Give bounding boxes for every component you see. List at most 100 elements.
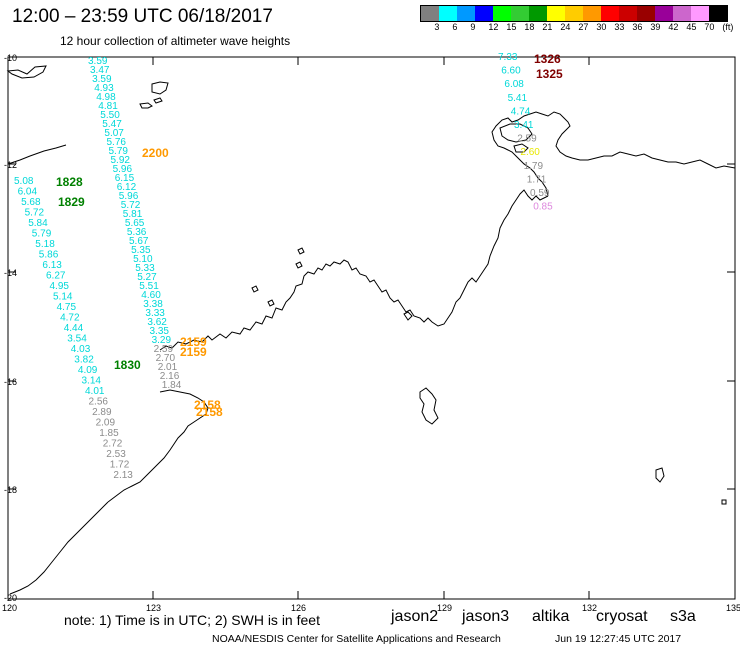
wave-height-value: 5.92	[111, 155, 131, 166]
wave-height-value: 5.96	[119, 191, 139, 202]
wave-height-value: 1.79	[524, 161, 544, 172]
wave-height-value: 5.27	[137, 272, 157, 283]
lon-label: 129	[437, 603, 452, 613]
wave-height-value: 6.27	[46, 271, 66, 282]
time-label: 1828	[56, 175, 83, 189]
wave-height-value: 5.47	[102, 119, 122, 130]
lon-label: 132	[582, 603, 597, 613]
wave-height-value: 2.13	[113, 470, 133, 481]
time-label: 1830	[114, 358, 141, 372]
lat-label: -14	[4, 268, 17, 278]
wave-height-value: 5.35	[131, 245, 151, 256]
color-scale-swatch	[493, 6, 511, 21]
wave-height-value: 2.59	[154, 344, 174, 355]
wave-height-value: 4.03	[71, 344, 91, 355]
wave-height-value: 2.01	[158, 362, 178, 373]
color-scale-label: 3	[434, 22, 440, 32]
lon-label: 120	[2, 603, 17, 613]
wave-height-value: 1.72	[110, 460, 130, 471]
wave-height-value: 3.82	[74, 355, 94, 366]
coastline	[6, 65, 736, 595]
wave-height-value: 4.60	[141, 290, 161, 301]
wave-height-value: 5.96	[113, 164, 133, 175]
wave-height-value: 5.10	[133, 254, 153, 265]
wave-height-value: 3.14	[82, 376, 102, 387]
time-label: 1829	[58, 195, 85, 209]
wave-height-value: 2.60	[520, 147, 540, 158]
color-scale-swatch	[655, 6, 673, 21]
wave-height-value: 3.47	[90, 65, 110, 76]
time-label: 1325	[536, 67, 563, 81]
wave-height-value: 6.60	[501, 66, 521, 77]
color-scale-label: 15	[506, 22, 517, 32]
wave-height-value: 4.81	[98, 101, 118, 112]
mission-jason2: jason2	[391, 608, 439, 625]
wave-height-value: 2.56	[89, 397, 109, 408]
color-scale-label: 33	[614, 22, 625, 32]
time-label: 2200	[142, 146, 169, 160]
color-scale-swatch	[439, 6, 457, 21]
lat-label: -18	[4, 485, 17, 495]
wave-height-value: 5.08	[14, 176, 34, 187]
wave-height-value: 5.81	[123, 209, 143, 220]
lat-label: -10	[4, 53, 17, 63]
wave-height-value: 5.67	[129, 236, 149, 247]
wave-height-value: 6.13	[42, 260, 62, 271]
lon-label: 126	[291, 603, 306, 613]
wave-height-value: 3.59	[92, 74, 112, 85]
mission-altika: altika	[532, 608, 570, 625]
wave-height-value: 0.59	[530, 188, 550, 199]
lat-label: -20	[4, 593, 17, 603]
color-scale-label: 27	[578, 22, 589, 32]
mission-jason3: jason3	[462, 608, 510, 625]
color-scale-label: 21	[542, 22, 553, 32]
time-label: 1326	[534, 52, 561, 66]
wave-height-value: 1.71	[527, 174, 547, 185]
wave-height-value: 4.75	[57, 302, 77, 313]
color-scale-label: 39	[650, 22, 661, 32]
wave-height-value: 5.51	[139, 281, 159, 292]
wave-height-value: 2.09	[96, 418, 116, 429]
mission-s3a: s3a	[670, 608, 696, 625]
color-scale-swatch	[457, 6, 475, 21]
color-scale-swatch	[637, 6, 655, 21]
wave-height-value: 3.41	[514, 120, 534, 131]
track-a: 3.593.473.594.934.984.815.505.475.075.76…	[88, 56, 182, 391]
time-label: 2159	[180, 345, 207, 359]
wave-height-value: 5.14	[53, 292, 73, 303]
color-scale-swatch	[565, 6, 583, 21]
color-scale-swatch	[511, 6, 529, 21]
wave-height-value: 1.85	[99, 428, 119, 439]
wave-height-value: 5.72	[25, 208, 45, 219]
wave-height-value: 1.84	[162, 380, 182, 391]
wave-height-value: 6.04	[18, 187, 38, 198]
page-title: 12:00 – 23:59 UTC 06/18/2017	[12, 6, 273, 27]
time-label: 2158	[196, 405, 223, 419]
color-scale-label: 45	[686, 22, 697, 32]
color-scale-label: 12	[488, 22, 499, 32]
color-scale-label: 70	[704, 22, 715, 32]
color-scale-swatch	[583, 6, 601, 21]
color-scale-label: 9	[470, 22, 476, 32]
color-scale-swatch	[673, 6, 691, 21]
footer-timestamp: Jun 19 12:27:45 UTC 2017	[555, 633, 682, 645]
time-label: 2158	[194, 398, 221, 412]
wave-height-value: 5.79	[109, 146, 129, 157]
mission-cryosat: cryosat	[596, 608, 648, 625]
color-scale-label: 18	[524, 22, 535, 32]
wave-height-value: 6.15	[115, 173, 135, 184]
color-scale-labels: 3 6 9 12 15 18 21 24 27 30 33 36 39 42 45 70 (ft)	[420, 22, 734, 34]
wave-height-value: 4.98	[96, 92, 116, 103]
latitude-labels: -10 -12 -14 -16 -18 -20	[4, 53, 17, 603]
page-subtitle: 12 hour collection of altimeter wave hei…	[60, 34, 291, 48]
wave-height-value: 5.65	[125, 218, 145, 229]
map-frame	[7, 56, 736, 600]
wave-height-value: 4.09	[78, 365, 98, 376]
wave-height-value: 3.33	[145, 308, 165, 319]
wave-height-value: 0.85	[533, 202, 553, 213]
color-scale-bar	[420, 5, 728, 22]
track-b: 5.086.045.685.725.845.795.185.866.136.27…	[14, 176, 133, 481]
time-label: 2159	[180, 335, 207, 349]
footer-note: note: 1) Time is in UTC; 2) SWH is in fe…	[64, 612, 320, 628]
